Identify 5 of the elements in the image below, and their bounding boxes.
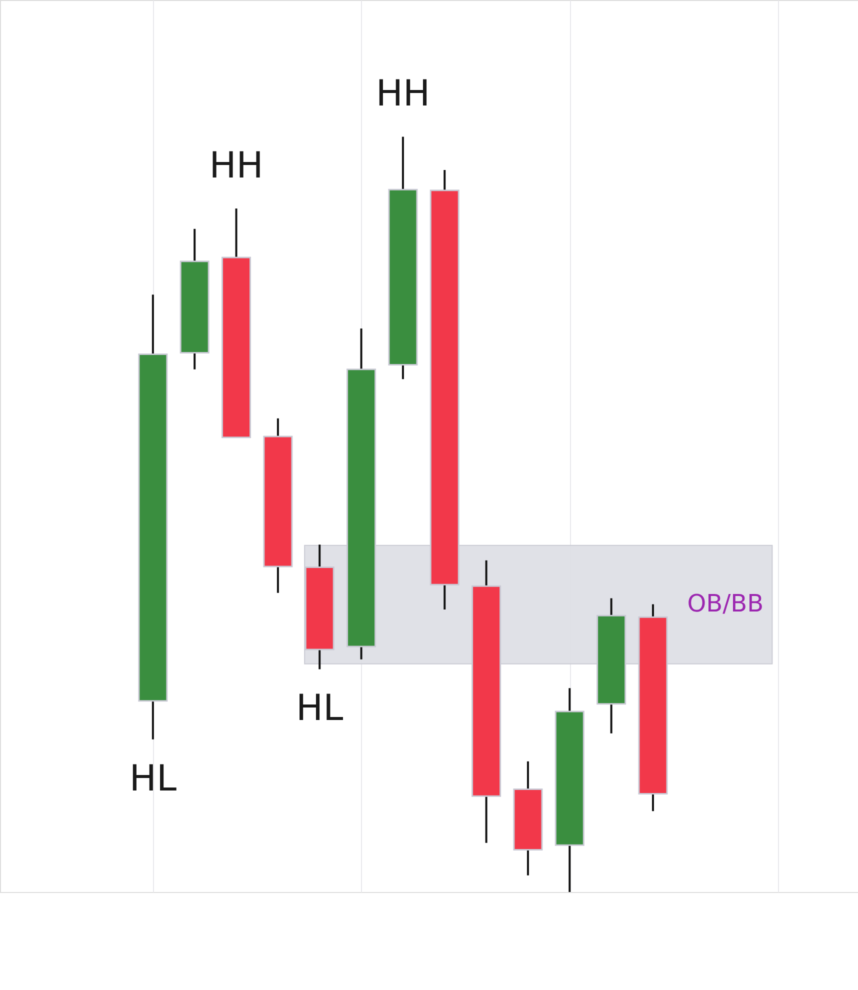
annotation: HH — [209, 145, 264, 186]
annotation: HL — [129, 758, 176, 800]
annotation: HH — [376, 74, 430, 115]
band-label: OB/BB — [687, 590, 764, 618]
annotation: HL — [296, 688, 344, 730]
